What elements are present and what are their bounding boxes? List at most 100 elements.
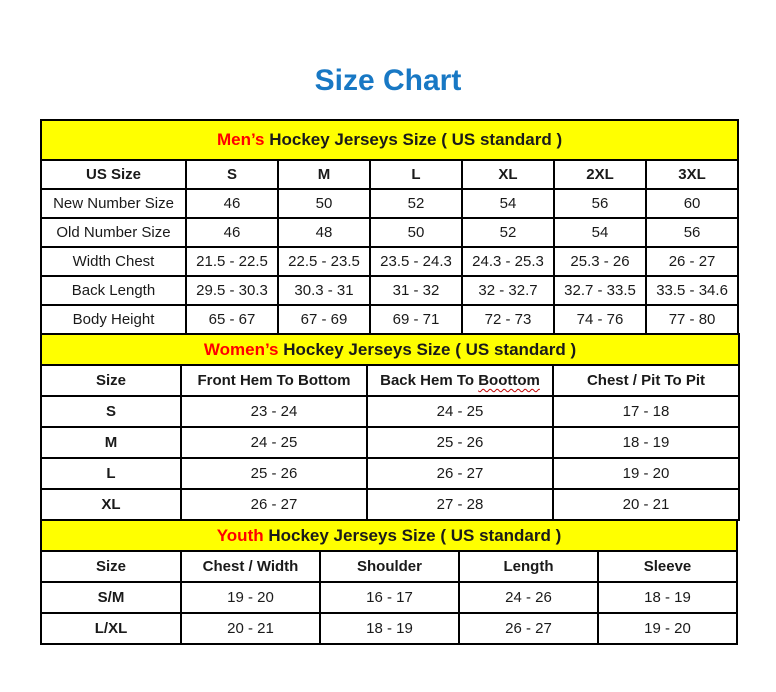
row-label: L xyxy=(40,457,182,490)
table-cell: 74 - 76 xyxy=(553,304,647,335)
table-cell: 25 - 26 xyxy=(366,426,554,459)
table-cell: 18 - 19 xyxy=(319,612,460,645)
row-label: Width Chest xyxy=(40,246,187,277)
column-header: Sleeve xyxy=(597,550,738,583)
table-cell: 20 - 21 xyxy=(180,612,321,645)
table-row: Body Height 65 - 67 67 - 69 69 - 71 72 -… xyxy=(40,304,740,335)
mens-band-cell: Men’s Hockey Jerseys Size ( US standard … xyxy=(39,119,740,161)
table-cell: 30.3 - 31 xyxy=(277,275,371,306)
table-cell: 19 - 20 xyxy=(551,457,741,490)
table-cell: 20 - 21 xyxy=(551,488,741,521)
table-cell: 50 xyxy=(369,217,463,248)
table-row: New Number Size 46 50 52 54 56 60 xyxy=(40,188,740,219)
table-cell: 25 - 26 xyxy=(180,457,368,490)
mens-band-rest: Hockey Jerseys Size ( US standard ) xyxy=(264,130,563,149)
row-label: New Number Size xyxy=(40,188,187,219)
table-cell: 32.7 - 33.5 xyxy=(553,275,647,306)
table-cell: 26 - 27 xyxy=(644,246,740,277)
row-label: S xyxy=(40,395,182,428)
youth-section-band: Youth Hockey Jerseys Size ( US standard … xyxy=(40,519,738,552)
table-cell: 31 - 32 xyxy=(369,275,463,306)
table-cell: 18 - 19 xyxy=(551,426,741,459)
table-row: S/M 19 - 20 16 - 17 24 - 26 18 - 19 xyxy=(40,581,738,614)
table-cell: 19 - 20 xyxy=(597,612,738,645)
table-cell: 23.5 - 24.3 xyxy=(369,246,463,277)
column-header: Size xyxy=(40,550,182,583)
row-label: Back Length xyxy=(40,275,187,306)
table-cell: 54 xyxy=(461,188,555,219)
column-header: Front Hem To Bottom xyxy=(180,364,368,397)
column-header: Size xyxy=(40,364,182,397)
table-cell: 27 - 28 xyxy=(366,488,554,521)
mens-section-band: Men’s Hockey Jerseys Size ( US standard … xyxy=(39,119,740,161)
table-cell: 65 - 67 xyxy=(185,304,279,335)
column-header: Chest / Width xyxy=(180,550,321,583)
table-row: Width Chest 21.5 - 22.5 22.5 - 23.5 23.5… xyxy=(40,246,740,277)
table-cell: 72 - 73 xyxy=(461,304,555,335)
column-header: L xyxy=(369,159,463,190)
table-cell: 33.5 - 34.6 xyxy=(644,275,740,306)
column-header-misspelled: Back Hem To Boottom xyxy=(366,364,554,397)
column-header: Shoulder xyxy=(319,550,460,583)
row-label: Body Height xyxy=(40,304,187,335)
womens-band-rest: Hockey Jerseys Size ( US standard ) xyxy=(278,339,577,359)
column-header: Chest / Pit To Pit xyxy=(551,364,741,397)
womens-band-highlight: Women’s xyxy=(203,339,279,359)
column-header: S xyxy=(185,159,279,190)
row-label: Old Number Size xyxy=(40,217,187,248)
youth-size-table: Youth Hockey Jerseys Size ( US standard … xyxy=(40,519,738,645)
row-label: S/M xyxy=(40,581,182,614)
table-cell: 48 xyxy=(277,217,371,248)
table-row: XL 26 - 27 27 - 28 20 - 21 xyxy=(40,488,741,521)
table-cell: 29.5 - 30.3 xyxy=(185,275,279,306)
table-cell: 22.5 - 23.5 xyxy=(277,246,371,277)
mens-header-row: US Size S M L XL 2XL 3XL xyxy=(40,159,740,190)
column-header: 2XL xyxy=(553,159,647,190)
womens-header-row: Size Front Hem To Bottom Back Hem To Boo… xyxy=(40,364,741,397)
column-header: XL xyxy=(461,159,555,190)
misspelled-word: Boottom xyxy=(478,372,540,389)
row-label: L/XL xyxy=(40,612,182,645)
table-row: Back Length 29.5 - 30.3 30.3 - 31 31 - 3… xyxy=(40,275,740,306)
column-header: US Size xyxy=(40,159,187,190)
column-header: M xyxy=(277,159,371,190)
table-row: Old Number Size 46 48 50 52 54 56 xyxy=(40,217,740,248)
table-cell: 21.5 - 22.5 xyxy=(185,246,279,277)
table-cell: 24.3 - 25.3 xyxy=(461,246,555,277)
table-cell: 26 - 27 xyxy=(366,457,554,490)
table-cell: 16 - 17 xyxy=(319,581,460,614)
table-cell: 24 - 26 xyxy=(458,581,599,614)
table-cell: 26 - 27 xyxy=(180,488,368,521)
table-cell: 19 - 20 xyxy=(180,581,321,614)
table-row: S 23 - 24 24 - 25 17 - 18 xyxy=(40,395,741,428)
table-cell: 32 - 32.7 xyxy=(461,275,555,306)
youth-header-row: Size Chest / Width Shoulder Length Sleev… xyxy=(40,550,738,583)
mens-band-highlight: Men’s xyxy=(216,130,265,149)
row-label: XL xyxy=(40,488,182,521)
table-cell: 24 - 25 xyxy=(366,395,554,428)
mens-size-table: Men’s Hockey Jerseys Size ( US standard … xyxy=(39,119,740,335)
table-cell: 25.3 - 26 xyxy=(553,246,647,277)
table-cell: 50 xyxy=(277,188,371,219)
table-cell: 17 - 18 xyxy=(551,395,741,428)
page-title: Size Chart xyxy=(314,64,462,97)
table-cell: 23 - 24 xyxy=(180,395,368,428)
youth-band-rest: Hockey Jerseys Size ( US standard ) xyxy=(263,525,562,545)
table-cell: 46 xyxy=(185,188,279,219)
table-cell: 52 xyxy=(461,217,555,248)
womens-section-band: Women’s Hockey Jerseys Size ( US standar… xyxy=(39,333,741,366)
header-prefix: Back Hem To xyxy=(380,372,479,389)
table-row: L/XL 20 - 21 18 - 19 26 - 27 19 - 20 xyxy=(40,612,738,645)
table-cell: 18 - 19 xyxy=(597,581,738,614)
table-cell: 69 - 71 xyxy=(369,304,463,335)
table-cell: 24 - 25 xyxy=(180,426,368,459)
table-row: M 24 - 25 25 - 26 18 - 19 xyxy=(40,426,741,459)
column-header: Length xyxy=(458,550,599,583)
table-cell: 67 - 69 xyxy=(277,304,371,335)
table-cell: 60 xyxy=(644,188,740,219)
column-header: 3XL xyxy=(644,159,740,190)
table-cell: 77 - 80 xyxy=(644,304,740,335)
table-cell: 46 xyxy=(185,217,279,248)
table-cell: 26 - 27 xyxy=(458,612,599,645)
size-chart-sheet: Men’s Hockey Jerseys Size ( US standard … xyxy=(39,119,741,645)
